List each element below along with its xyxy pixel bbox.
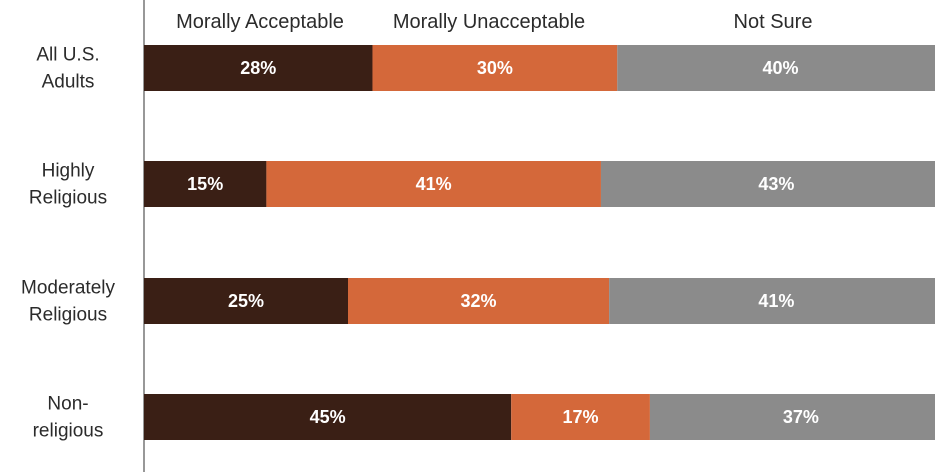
legend-item-morally-unacceptable: Morally Unacceptable <box>393 11 585 33</box>
bar-moderately-religious-not-sure <box>609 278 935 324</box>
category-label-line: religious <box>33 421 104 442</box>
value-label-moderately-religious-morally-unacceptable: 32% <box>461 291 497 311</box>
legend-item-morally-acceptable: Morally Acceptable <box>176 11 344 33</box>
bar-non-religious-not-sure <box>649 394 935 440</box>
category-labels: All U.S. Adults Highly Religious Moderately R… <box>21 45 115 442</box>
category-label-line: Religious <box>29 305 107 326</box>
bars <box>144 45 935 440</box>
value-label-non-religious-morally-unacceptable: 17% <box>563 407 599 427</box>
bar-highly-religious-morally-unacceptable <box>266 161 601 207</box>
legend-item-not-sure: Not Sure <box>734 11 813 33</box>
category-label-line: All U.S. <box>36 45 99 66</box>
value-labels: 28% 30% 40% 15% 41% 43% 25% 32% 41% 45% 17% 37% <box>187 58 819 427</box>
value-label-highly-religious-morally-unacceptable: 41% <box>416 174 452 194</box>
bar-highly-religious-morally-acceptable <box>144 161 267 207</box>
category-label-highly-religious: Highly Religious <box>29 161 107 209</box>
category-label-line: Non- <box>47 394 88 415</box>
bar-moderately-religious-morally-acceptable <box>144 278 348 324</box>
category-label-non-religious: Non-religious <box>33 394 104 442</box>
bar-all-u-s-adults-not-sure <box>617 45 935 91</box>
category-label-line: Highly <box>42 161 95 182</box>
legend: Morally Acceptable Morally Unacceptable No… <box>176 11 812 33</box>
value-label-moderately-religious-not-sure: 41% <box>758 291 794 311</box>
value-label-highly-religious-not-sure: 43% <box>758 174 794 194</box>
bar-non-religious-morally-acceptable <box>144 394 512 440</box>
category-label-line: Moderately <box>21 278 115 299</box>
category-label-moderately-religious: Moderately Religious <box>21 278 115 326</box>
value-label-all-u-s-adults-morally-acceptable: 28% <box>240 58 276 78</box>
value-label-non-religious-not-sure: 37% <box>783 407 819 427</box>
bar-highly-religious-not-sure <box>600 161 935 207</box>
bar-moderately-religious-morally-unacceptable <box>348 278 610 324</box>
value-label-all-u-s-adults-morally-unacceptable: 30% <box>477 58 513 78</box>
bar-all-u-s-adults-morally-unacceptable <box>372 45 618 91</box>
bar-all-u-s-adults-morally-acceptable <box>144 45 373 91</box>
bar-non-religious-morally-unacceptable <box>511 394 650 440</box>
category-label-all-u-s-adults: All U.S. Adults <box>36 45 99 93</box>
value-label-all-u-s-adults-not-sure: 40% <box>762 58 798 78</box>
value-label-highly-religious-morally-acceptable: 15% <box>187 174 223 194</box>
value-label-non-religious-morally-acceptable: 45% <box>310 407 346 427</box>
value-label-moderately-religious-morally-acceptable: 25% <box>228 291 264 311</box>
category-label-line: Adults <box>42 72 95 93</box>
category-label-line: Religious <box>29 188 107 209</box>
